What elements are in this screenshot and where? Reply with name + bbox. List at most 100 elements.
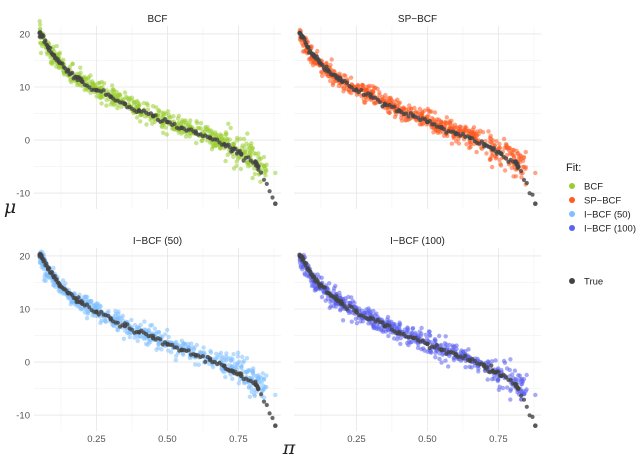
fit-point [360, 82, 365, 88]
true-point [74, 75, 79, 80]
fit-point [250, 370, 255, 375]
fit-point [110, 100, 115, 106]
fit-point [449, 141, 455, 146]
true-point [434, 343, 439, 348]
fit-point [54, 64, 59, 69]
true-point [94, 309, 99, 315]
facet-panel: I−BCF (50) -10 0 10 20 0.25 0.50 0.75 [16, 236, 281, 445]
fit-point [223, 374, 228, 380]
true-point [317, 60, 322, 65]
true-point [65, 68, 71, 74]
fit-point [337, 290, 342, 295]
true-point [325, 68, 331, 74]
fit-point [319, 275, 324, 280]
fit-point [432, 110, 438, 115]
true-point [150, 335, 156, 341]
fit-point [504, 142, 509, 148]
fit-point [180, 121, 185, 126]
fit-point [449, 118, 454, 124]
fit-point [439, 360, 444, 365]
fit-point [337, 71, 342, 76]
true-point [410, 335, 416, 341]
fit-point [431, 130, 436, 135]
fit-point [257, 379, 262, 384]
fit-point [476, 369, 481, 374]
fit-point-cloud [297, 252, 538, 402]
fit-point [349, 319, 354, 324]
true-point [521, 177, 527, 183]
fit-point [442, 344, 448, 349]
true-point [508, 377, 513, 382]
true-point [203, 359, 208, 364]
fit-point [508, 357, 513, 362]
fit-point [161, 112, 167, 117]
fit-point [306, 57, 312, 62]
fit-point [264, 373, 269, 378]
fit-point [236, 156, 241, 161]
fit-point [115, 327, 120, 332]
true-point [467, 135, 473, 141]
fit-point [439, 120, 444, 126]
true-point [70, 70, 75, 75]
fit-point [300, 43, 306, 48]
fit-point [447, 353, 452, 359]
true-point [99, 309, 104, 314]
true-point [255, 164, 261, 169]
fit-point [247, 145, 252, 151]
fit-point [508, 397, 513, 402]
true-point [530, 192, 535, 197]
true-point [305, 266, 311, 272]
true-point [392, 104, 397, 109]
true-point [267, 411, 272, 416]
true-point [349, 85, 354, 90]
true-point [207, 135, 213, 141]
fit-point [431, 126, 436, 131]
fit-point [258, 179, 263, 184]
true-point [524, 180, 529, 186]
fit-point [137, 102, 142, 107]
y-tick-label: 20 [19, 251, 30, 262]
legend-key [569, 225, 575, 231]
true-point [230, 368, 236, 374]
fit-point [346, 294, 351, 300]
true-point [460, 131, 465, 136]
fit-point [235, 138, 240, 143]
fit-point [198, 121, 204, 126]
fit-point [226, 121, 231, 127]
fit-point [142, 336, 147, 341]
fit-point [517, 376, 523, 382]
true-point [101, 88, 106, 93]
true-point [378, 100, 383, 105]
true-point [273, 423, 278, 428]
fit-point [181, 341, 186, 347]
true-point [300, 256, 305, 261]
fit-point [111, 87, 116, 92]
true-point [334, 294, 339, 299]
fit-point [443, 119, 448, 125]
fit-point [156, 108, 161, 114]
fit-point [311, 283, 316, 288]
fit-point [386, 333, 391, 339]
fit-point [517, 157, 522, 162]
fit-point [241, 136, 247, 142]
fit-point [231, 352, 236, 357]
fit-point [247, 367, 252, 373]
fit-point [361, 97, 366, 102]
fit-point [160, 124, 165, 130]
true-point [74, 297, 79, 302]
fit-point [218, 350, 224, 356]
fit-point [451, 135, 456, 140]
fit-point [443, 334, 448, 339]
fit-point [508, 388, 513, 393]
fit-point [115, 105, 120, 111]
fit-point [219, 356, 224, 361]
fit-point [353, 316, 359, 321]
fit-point [315, 272, 320, 277]
facet-title: SP−BCF [398, 14, 437, 25]
fit-point [443, 358, 448, 363]
fit-point [218, 132, 223, 137]
fit-point [68, 302, 74, 307]
true-point [382, 101, 388, 107]
fit-point [138, 119, 143, 124]
